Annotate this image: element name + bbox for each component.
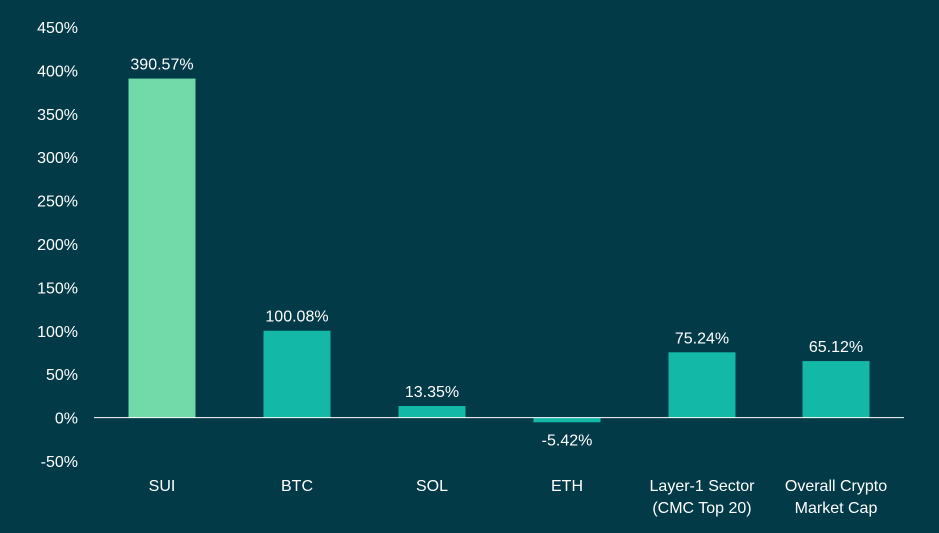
- y-axis-ticks: -50% 0% 50% 100% 150% 200% 250% 300% 350% 400% 450…: [37, 20, 78, 471]
- bar: [668, 352, 736, 418]
- x-category-label: SOL: [416, 478, 448, 495]
- x-category-label: Layer-1 Sector: [650, 478, 756, 495]
- y-tick-label: 50%: [46, 367, 78, 384]
- bar: [128, 78, 196, 418]
- x-category-label: ETH: [551, 478, 583, 495]
- bar: [802, 361, 870, 418]
- bar-value-label: 390.57%: [130, 57, 193, 74]
- y-tick-label: 100%: [37, 324, 78, 341]
- x-category-label: SUI: [149, 478, 176, 495]
- y-tick-label: 350%: [37, 107, 78, 124]
- bar-value-label: 13.35%: [405, 384, 459, 401]
- category-labels: SUI BTC SOL ETH Layer-1 Sector (CMC Top 20) Ov…: [149, 478, 888, 517]
- data-labels: 390.57% 100.08% 13.35% -5.42% 75.24% 65.12%: [130, 57, 863, 450]
- x-category-label: Market Cap: [795, 500, 878, 517]
- bar: [533, 417, 601, 423]
- y-tick-label: 200%: [37, 237, 78, 254]
- bar-value-label: 100.08%: [265, 309, 328, 326]
- x-category-label: BTC: [281, 478, 313, 495]
- y-tick-label: 150%: [37, 280, 78, 297]
- bar: [398, 406, 466, 418]
- y-tick-label: -50%: [41, 454, 78, 471]
- y-tick-label: 400%: [37, 63, 78, 80]
- bar: [263, 330, 331, 418]
- bars: [128, 78, 870, 423]
- y-tick-label: 300%: [37, 150, 78, 167]
- bar-value-label: 65.12%: [809, 339, 863, 356]
- y-tick-label: 250%: [37, 194, 78, 211]
- x-category-label: Overall Crypto: [785, 478, 887, 495]
- bar-value-label: -5.42%: [542, 432, 593, 449]
- bar-value-label: 75.24%: [675, 330, 729, 347]
- x-category-label: (CMC Top 20): [652, 500, 751, 517]
- y-tick-label: 0%: [55, 411, 78, 428]
- y-tick-label: 450%: [37, 20, 78, 37]
